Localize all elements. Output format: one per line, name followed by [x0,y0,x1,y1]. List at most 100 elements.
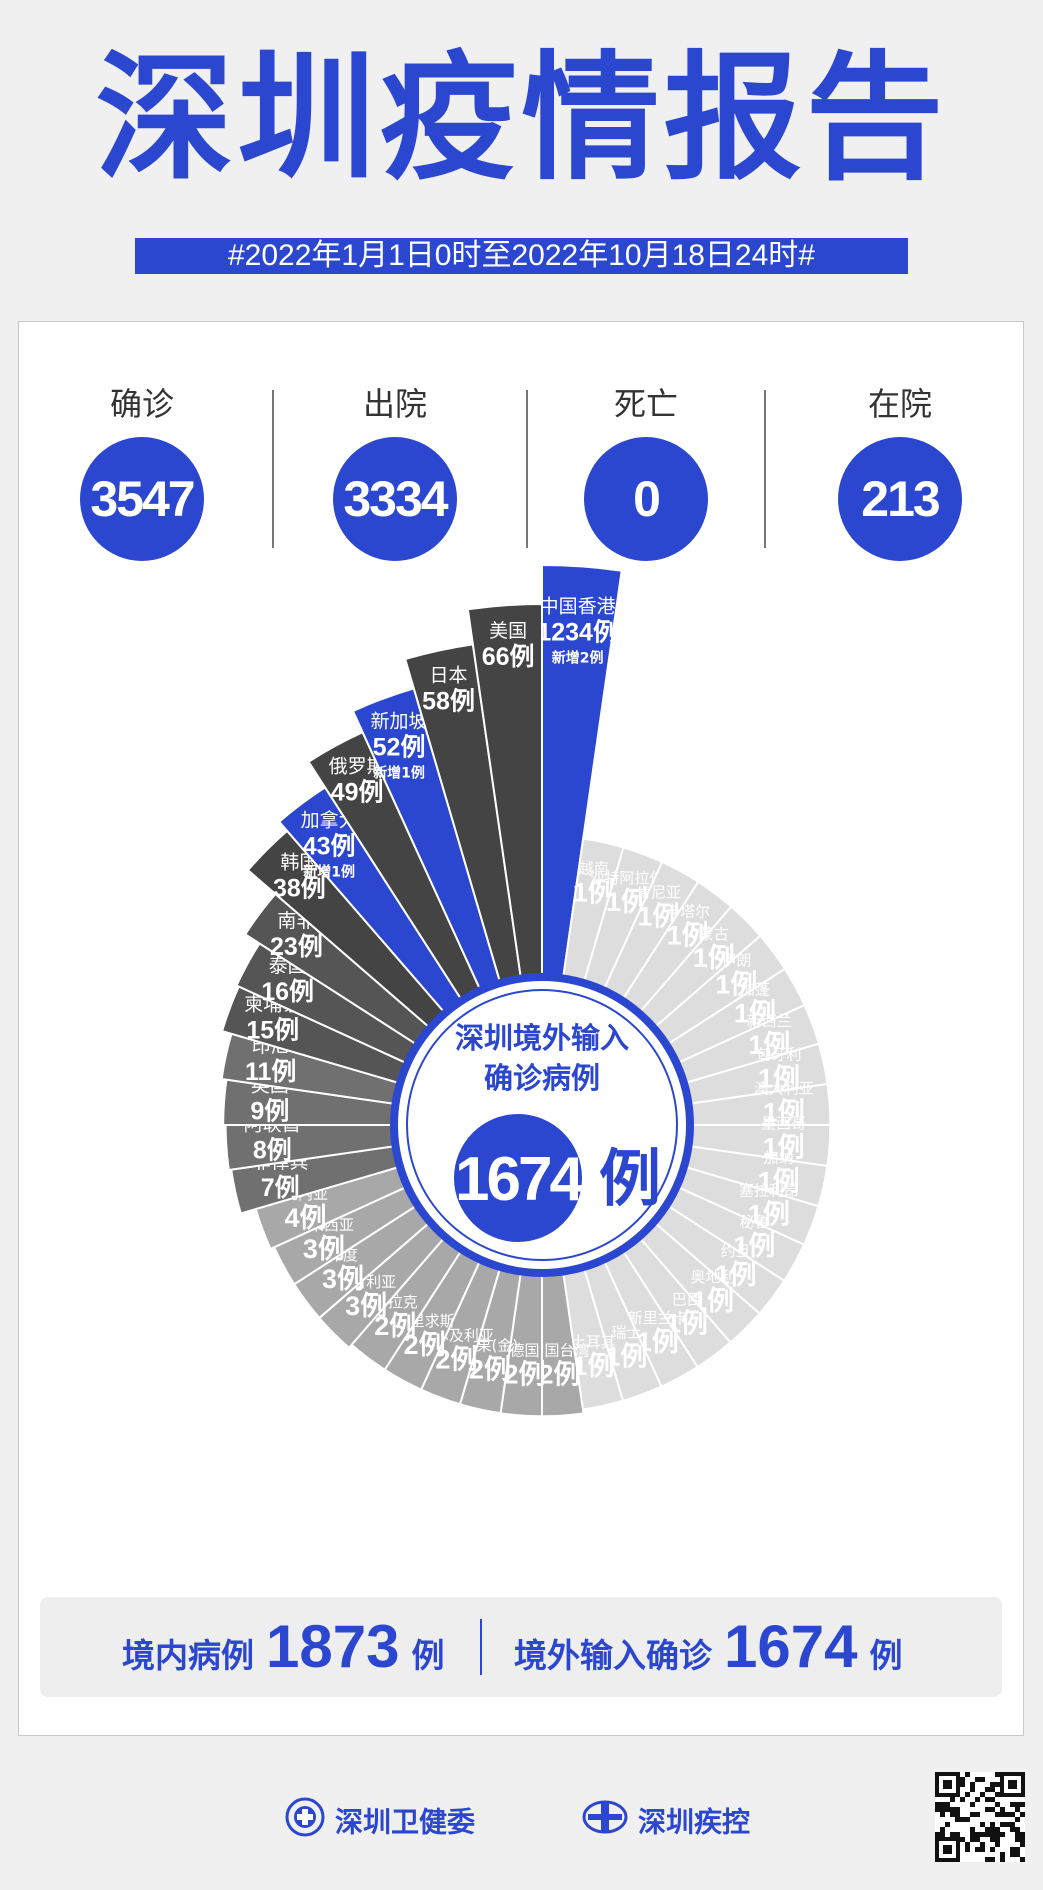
rose-category-label: 美国 [489,620,527,642]
rose-category-label: 越南 [579,859,609,877]
rose-value-label: 4例 [284,1203,326,1233]
rose-value-label: 2例 [538,1360,580,1390]
qr-module [1010,1822,1015,1827]
qr-module [1015,1837,1020,1842]
qr-finder [1000,1772,1025,1797]
qr-module [935,1802,940,1807]
rose-category-label: 中国台湾 [529,1342,589,1360]
qr-module [995,1832,1000,1837]
rose-category-label: 中国香港 [540,595,616,617]
rose-category-label: 秘鲁 [739,1213,769,1231]
qr-module [995,1827,1000,1832]
qr-module [960,1817,965,1822]
qr-module [1015,1802,1020,1807]
qr-module [970,1837,975,1842]
qr-module [1000,1812,1005,1817]
qr-module [1020,1812,1025,1817]
qr-module [1015,1817,1020,1822]
qr-module [955,1812,960,1817]
rose-value-label: 15例 [246,1017,299,1045]
qr-module [950,1797,955,1802]
qr-module [985,1827,990,1832]
rose-value-label: 52例 [373,734,426,762]
qr-module [975,1847,980,1852]
stat-divider [526,390,528,548]
qr-module [950,1807,955,1812]
qr-module [980,1832,985,1837]
rose-category-label: 墨西哥 [761,1114,806,1132]
rose-value-label: 16例 [261,978,314,1006]
qr-finder-center [943,1845,952,1854]
qr-module [940,1812,945,1817]
qr-module [950,1812,955,1817]
rose-value-label: 23例 [270,933,323,961]
qr-module [1000,1852,1005,1857]
qr-module [960,1782,965,1787]
footer-org-health-commission: 深圳卫健委 [285,1797,475,1841]
qr-module [1000,1822,1005,1827]
rose-value-label: 2例 [503,1360,545,1390]
qr-module [960,1797,965,1802]
center-ring [406,989,678,1261]
rose-value-label: 2例 [469,1354,511,1384]
qr-module [990,1787,995,1792]
qr-module [975,1797,980,1802]
qr-module [945,1802,950,1807]
qr-module [995,1792,1000,1797]
rose-value-label: 11例 [245,1058,296,1086]
qr-module [955,1817,960,1822]
qr-module [985,1807,990,1812]
imported-cases-rose-chart: 中国香港1234例新增2例越南1例沙特阿拉伯1例肯尼亚1例卡塔尔1例蒙古1例伊朗… [220,563,832,1418]
rose-category-label: 日本 [430,664,468,686]
qr-module [1015,1827,1020,1832]
summary-imported: 境外输入确诊 1674 例 [514,1597,902,1697]
qr-module [965,1792,970,1797]
rose-category-label: 沙特阿拉伯 [589,869,664,887]
qr-module [935,1832,940,1837]
qr-module [965,1817,970,1822]
qr-module [1020,1837,1025,1842]
footer-org1-label: 深圳卫健委 [335,1805,476,1839]
qr-module [1010,1847,1015,1852]
qr-module [995,1842,1000,1847]
qr-module [990,1782,995,1787]
rose-value-label: 3例 [322,1264,364,1294]
rose-value-label: 1234例 [537,618,618,646]
qr-module [1005,1822,1010,1827]
footer-org-cdc: 深圳疾控 [582,1797,750,1841]
qr-module [1005,1812,1010,1817]
page-title: 深圳疫情报告 [95,38,948,199]
summary-bar: 境内病例 1873 例 境外输入确诊 1674 例 [40,1597,1002,1697]
stat-label: 在院 [867,385,932,423]
qr-module [980,1792,985,1797]
qr-module [1010,1812,1015,1817]
rose-category-label: 卡塔尔 [665,902,710,920]
qr-module [940,1832,945,1837]
stat-label: 死亡 [613,385,678,423]
qr-module [935,1807,940,1812]
rose-category-label: 加纳 [764,1148,794,1166]
stat-label: 确诊 [109,385,174,423]
qr-module [985,1797,990,1802]
qr-module [995,1837,1000,1842]
qr-module [980,1777,985,1782]
qr-module [950,1832,955,1837]
summary-domestic-value: 1873 [266,1613,400,1680]
rose-category-label: 瑞士 [611,1323,641,1341]
footer-org2-label: 深圳疾控 [638,1805,751,1839]
rose-value-label: 58例 [422,687,475,715]
rose-value-label: 2例 [374,1311,416,1341]
qr-module [990,1857,995,1862]
date-range-banner: #2022年1月1日0时至2022年10月18日24时# [135,238,908,274]
qr-finder-center [943,1780,952,1789]
rose-category-label: 新里兰卡 [628,1309,688,1327]
qr-module [1020,1802,1025,1807]
rose-category-label: 土耳其 [571,1333,616,1351]
summary-divider [480,1619,482,1675]
qr-module [975,1837,980,1842]
qr-module [970,1827,975,1832]
qr-module [965,1842,970,1847]
qr-module [990,1837,995,1842]
summary-imported-unit: 例 [869,1636,903,1675]
qr-finder [935,1837,960,1862]
